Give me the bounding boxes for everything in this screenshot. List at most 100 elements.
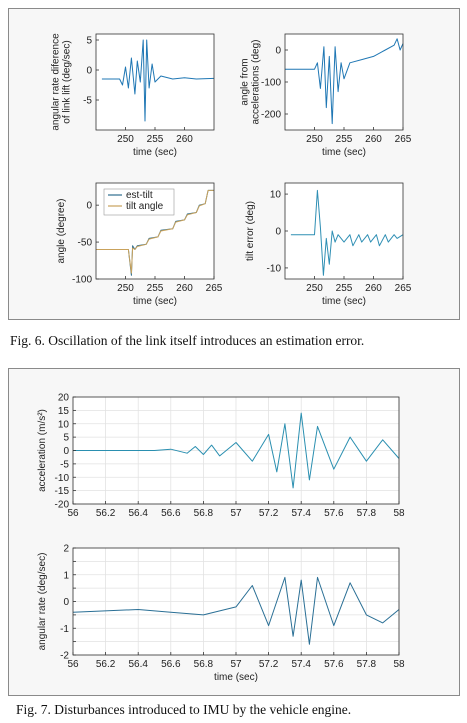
fig7-panel-1-ytick-label-6: 10 bbox=[58, 419, 70, 430]
fig6-panel-2-xlabel: time (sec) bbox=[322, 147, 366, 158]
fig7-panel-1-ytick-label-8: 20 bbox=[58, 393, 70, 404]
fig7-panel-1-xtick-label-5: 57 bbox=[230, 508, 242, 519]
fig6-panel-4-xlabel: time (sec) bbox=[322, 296, 366, 307]
fig6-panel-3-legend-label-0: est-tilt bbox=[126, 190, 153, 201]
fig7-panel-2-xtick-label-8: 57.6 bbox=[324, 659, 344, 670]
fig6-panel-2-xtick-label-2: 260 bbox=[365, 134, 382, 145]
fig6-panel-4-xtick-label-0: 250 bbox=[306, 283, 323, 294]
fig7-panel-1-xtick-label-2: 56.4 bbox=[128, 508, 148, 519]
fig6-panel-4-ytick-label-2: 10 bbox=[270, 190, 282, 201]
fig6-panel-2-ylabel: angle fromaccelerations (deg) bbox=[240, 39, 262, 124]
fig6-panel-1-xtick-label-2: 260 bbox=[176, 134, 193, 145]
fig7-panel-1-xtick-label-6: 57.2 bbox=[259, 508, 279, 519]
fig7-panel-2-xlabel: time (sec) bbox=[214, 672, 258, 683]
fig6-panel-4-xtick-label-1: 255 bbox=[336, 283, 353, 294]
fig6-panel-2-xtick-label-1: 255 bbox=[336, 134, 353, 145]
fig6-panel-4-ylabel: tilt error (deg) bbox=[245, 201, 256, 261]
fig6-panel-1-xtick-label-1: 255 bbox=[147, 134, 164, 145]
fig7-panel-2-xtick-label-0: 56 bbox=[67, 659, 79, 670]
fig7-panel-2-chart: 56 56.2 56.4 56.6 56.8 57 57.2 57.4 57.6 57.8 58 -2… bbox=[37, 544, 405, 684]
fig7-panel-1-xtick-label-3: 56.6 bbox=[161, 508, 181, 519]
fig7-panel-1-xtick-label-7: 57.4 bbox=[291, 508, 311, 519]
fig7-panel-1-ylabel-line-0: acceleration (m/s²) bbox=[37, 409, 48, 492]
fig6-panel-2-ytick-label-1: -100 bbox=[261, 78, 281, 89]
fig7-panel-2-xtick-label-1: 56.2 bbox=[96, 659, 116, 670]
fig6-panel-2-xtick-label-0: 250 bbox=[306, 134, 323, 145]
fig7-panel-2-xtick-label-3: 56.6 bbox=[161, 659, 181, 670]
fig7-panel-1-ylabel: acceleration (m/s²) bbox=[37, 409, 48, 492]
fig7-panel-2-xtick-label-6: 57.2 bbox=[259, 659, 279, 670]
fig6-panel-1-ylabel: angular rate diferenceof link lift (deg/… bbox=[51, 33, 73, 131]
fig6-panel-2-ylabel-line-1: accelerations (deg) bbox=[251, 39, 262, 124]
fig6-panel-1-ytick-label-0: -5 bbox=[83, 96, 92, 107]
fig6-panel-2-plot-area bbox=[285, 34, 403, 130]
fig6-panel-3-ytick-label-1: -50 bbox=[78, 238, 93, 249]
fig7-panel-2-xtick-label-9: 57.8 bbox=[357, 659, 377, 670]
figure-7-caption: Fig. 7. Disturbances introduced to IMU b… bbox=[16, 702, 352, 717]
fig6-panel-2-series-line-0 bbox=[285, 38, 404, 125]
fig7-panel-2-ytick-label-8: 2 bbox=[63, 544, 69, 555]
fig6-panel-3-legend-label-1: tilt angle bbox=[126, 201, 164, 212]
fig6-panel-3-chart: 250 255 260 265 -100 -50 0 time (sec) angle (deg… bbox=[56, 182, 223, 307]
fig6-panel-3-xtick-label-2: 260 bbox=[176, 283, 193, 294]
fig7-panel-1-xtick-label-8: 57.6 bbox=[324, 508, 344, 519]
fig6-panel-1-xlabel: time (sec) bbox=[133, 147, 177, 158]
fig7-panel-1-xtick-label-0: 56 bbox=[67, 508, 79, 519]
fig7-panel-1-chart: 56 56.2 56.4 56.6 56.8 57 57.2 57.4 57.6 57.8 58 -2… bbox=[37, 393, 405, 520]
fig7-panel-1-ytick-label-0: -20 bbox=[55, 500, 70, 511]
fig6-panel-4-ytick-label-1: 0 bbox=[275, 227, 281, 238]
fig7-panel-1-ytick-label-5: 5 bbox=[63, 433, 69, 444]
fig6-panel-3-ytick-label-0: -100 bbox=[72, 275, 92, 286]
fig6-panel-1-ytick-label-2: 5 bbox=[86, 36, 92, 47]
fig6-panel-4-plot-area bbox=[285, 183, 403, 279]
fig6-panel-3-legend-box bbox=[103, 188, 175, 216]
fig6-panel-1-ylabel-line-1: of link lift (deg/sec) bbox=[62, 40, 73, 123]
fig6-panel-2-chart: 250 255 260 265 -200 -100 0 time (sec) angle fro… bbox=[240, 33, 412, 158]
fig6-panel-3-ylabel: angle (degree) bbox=[56, 198, 67, 263]
fig7-panel-2-xtick-label-4: 56.8 bbox=[194, 659, 214, 670]
fig7-panel-1-ytick-label-2: -10 bbox=[55, 473, 70, 484]
fig7-panel-2-ytick-label-6: 1 bbox=[63, 570, 69, 581]
fig6-panel-1-chart: 250 255 260 -5 0 5 time (sec) angular rate dife… bbox=[51, 33, 215, 158]
fig7-panel-2-ytick-label-4: 0 bbox=[63, 597, 69, 608]
fig7-panel-1-ytick-label-1: -15 bbox=[55, 486, 70, 497]
fig6-panel-3-xtick-label-3: 265 bbox=[206, 283, 223, 294]
fig6-panel-3-xtick-label-1: 255 bbox=[147, 283, 164, 294]
fig7-panel-2-xtick-label-2: 56.4 bbox=[128, 659, 148, 670]
fig7-panel-2-ytick-label-2: -1 bbox=[60, 624, 69, 635]
fig7-panel-1-xtick-label-10: 58 bbox=[393, 508, 405, 519]
fig6-panel-4-chart: 250 255 260 265 -10 0 10 time (sec) tilt error (… bbox=[245, 182, 412, 307]
fig7-panel-1-xtick-label-9: 57.8 bbox=[357, 508, 377, 519]
fig6-panel-2-ytick-label-2: 0 bbox=[275, 46, 281, 57]
fig7-panel-1-ytick-label-7: 15 bbox=[58, 406, 70, 417]
fig7-panel-1-series-line-0 bbox=[73, 412, 400, 489]
fig6-panel-4-ylabel-line-0: tilt error (deg) bbox=[245, 201, 256, 261]
figure-6-caption: Fig. 6. Oscillation of the link itself i… bbox=[10, 333, 365, 348]
fig6-panel-4-xtick-label-3: 265 bbox=[395, 283, 412, 294]
fig6-panel-4-xtick-label-2: 260 bbox=[365, 283, 382, 294]
fig6-panel-2-ylabel-line-0: angle from bbox=[240, 58, 251, 105]
fig6-panel-2-ytick-label-0: -200 bbox=[261, 110, 281, 121]
fig6-panel-4-ytick-label-0: -10 bbox=[267, 263, 282, 274]
fig7-panel-2-ytick-label-0: -2 bbox=[60, 651, 69, 662]
fig7-panel-2-ylabel: angular rate (deg/sec) bbox=[37, 553, 48, 651]
fig7-panel-1-ytick-label-4: 0 bbox=[63, 446, 69, 457]
fig6-panel-3-series-line-0 bbox=[96, 189, 214, 276]
fig7-panel-2-series-line-0 bbox=[72, 576, 400, 645]
fig6-panel-3-series-line-1 bbox=[96, 189, 214, 274]
fig7-panel-2-ylabel-line-0: angular rate (deg/sec) bbox=[37, 553, 48, 651]
fig7-panel-1-ytick-label-3: -5 bbox=[60, 459, 69, 470]
fig6-panel-1-xtick-label-0: 250 bbox=[117, 134, 134, 145]
fig6-panel-2-xtick-label-3: 265 bbox=[395, 134, 412, 145]
fig7-panel-2-xtick-label-7: 57.4 bbox=[291, 659, 311, 670]
fig6-panel-4-series-line-0 bbox=[290, 189, 404, 276]
fig6-panel-3-ytick-label-2: 0 bbox=[86, 201, 92, 212]
fig6-panel-1-ylabel-line-0: angular rate diference bbox=[51, 33, 62, 131]
fig7-panel-1-xtick-label-1: 56.2 bbox=[96, 508, 116, 519]
fig7-panel-2-xtick-label-10: 58 bbox=[393, 659, 405, 670]
fig6-panel-1-ytick-label-1: 0 bbox=[86, 66, 92, 77]
fig6-panel-3-ylabel-line-0: angle (degree) bbox=[56, 198, 67, 263]
fig6-panel-1-series-line-0 bbox=[101, 39, 215, 122]
fig6-panel-3-xlabel: time (sec) bbox=[133, 296, 177, 307]
